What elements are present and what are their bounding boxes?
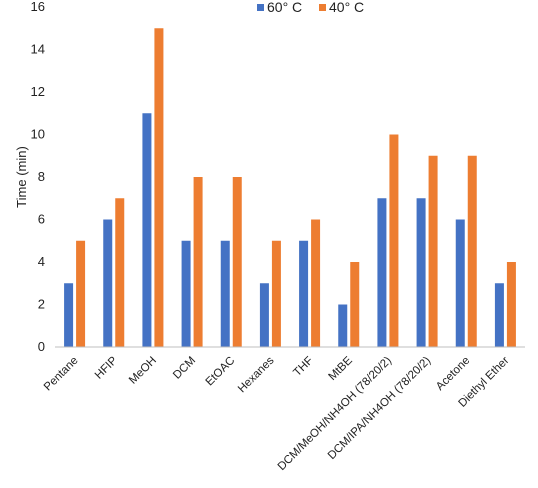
legend-label-60c: 60° C [267, 0, 302, 15]
bar-60-c-thf [299, 240, 309, 347]
bar-40-c-meoh [154, 28, 164, 347]
x-tick-label-hexanes: Hexanes [236, 354, 277, 395]
x-tick-label-etoac: EtOAC [204, 355, 238, 389]
bar-40-c-dcm-meoh-nh4oh-78-20-2 [389, 134, 399, 347]
bar-60-c-dcm [181, 240, 191, 347]
bar-60-c-acetone [455, 219, 465, 347]
y-tick-label: 12 [31, 84, 45, 99]
y-tick-label: 2 [38, 297, 45, 312]
y-tick-label: 0 [38, 339, 45, 354]
bar-40-c-etoac [232, 177, 242, 347]
legend-label-40c: 40° C [329, 0, 364, 15]
bar-40-c-hexanes [271, 240, 281, 347]
x-tick-label-thf: THF [291, 355, 315, 379]
x-tick-label-hfip: HFIP [93, 354, 120, 381]
y-tick-label: 8 [38, 169, 45, 184]
y-tick-label: 6 [38, 212, 45, 227]
bar-60-c-meoh [142, 113, 152, 347]
bar-40-c-acetone [467, 155, 477, 347]
bar-40-c-mtbe [350, 262, 360, 347]
y-axis-title: Time (min) [14, 146, 29, 208]
bar-40-c-diethyl-ether [506, 262, 516, 347]
x-tick-label-dcm: DCM [171, 355, 198, 382]
bar-40-c-thf [311, 219, 321, 347]
bar-40-c-pentane [76, 240, 86, 347]
y-tick-label: 16 [31, 0, 45, 14]
x-tick-label-pentane: Pentane [42, 355, 81, 394]
bar-60-c-hexanes [259, 283, 269, 347]
bar-40-c-dcm [193, 177, 203, 347]
bar-40-c-dcm-ipa-nh4oh-78-20-2 [428, 155, 438, 347]
y-tick-label: 10 [31, 127, 45, 142]
bar-60-c-dcm-ipa-nh4oh-78-20-2 [416, 198, 426, 347]
legend-swatch-60c [257, 4, 264, 11]
x-tick-label-acetone: Acetone [434, 355, 472, 393]
x-tick-label-mtbe: MtBE [326, 354, 355, 383]
bar-60-c-diethyl-ether [494, 283, 504, 347]
bar-60-c-dcm-meoh-nh4oh-78-20-2 [377, 198, 387, 347]
y-tick-label: 4 [38, 254, 45, 269]
x-tick-label-meoh: MeOH [127, 355, 159, 387]
bar-60-c-hfip [103, 219, 113, 347]
bar-40-c-hfip [115, 198, 125, 347]
y-axis-ticks: 0 2 4 6 8 10 12 14 16 [31, 0, 45, 354]
y-tick-label: 14 [31, 42, 45, 57]
legend: 60° C 40° C [257, 0, 364, 15]
bar-60-c-mtbe [338, 304, 348, 347]
bar-60-c-pentane [64, 283, 74, 347]
legend-swatch-40c [319, 4, 326, 11]
bars [64, 28, 516, 347]
bar-60-c-etoac [220, 240, 230, 347]
